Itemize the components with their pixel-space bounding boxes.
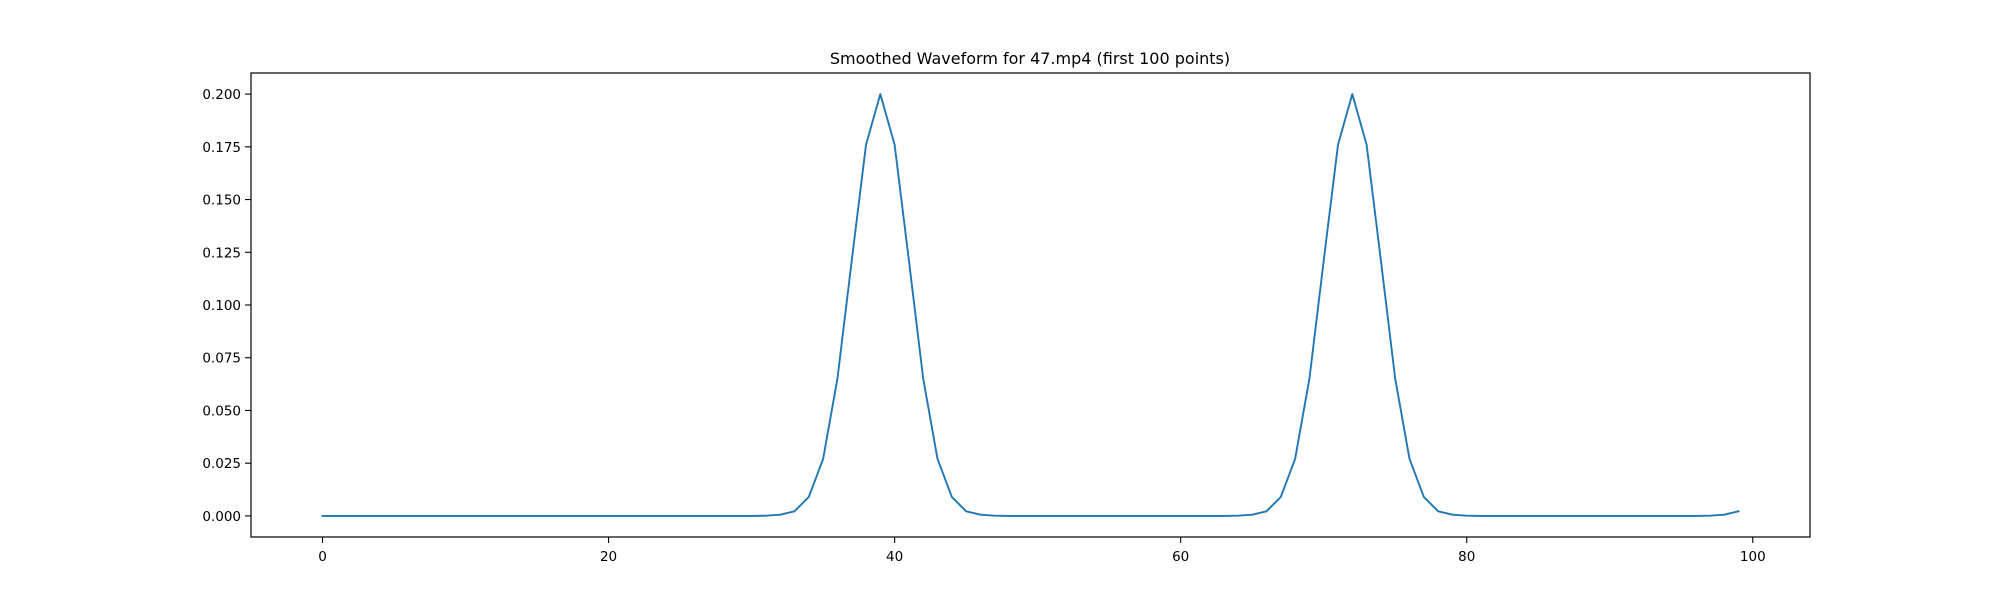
x-tick-label: 0 [318,549,327,565]
plot-area [321,93,1740,517]
y-tick-label: 0.175 [202,140,241,156]
x-axis: 0 20 40 60 80 100 [318,537,1766,565]
x-tick-label: 80 [1458,549,1475,565]
chart-title: Smoothed Waveform for 47.mp4 (first 100 … [830,49,1230,68]
y-axis: 0.000 0.025 0.050 0.075 0.100 0.125 0.150 0.175… [202,87,251,525]
y-tick-label: 0.050 [202,403,241,419]
y-tick-label: 0.150 [202,193,241,209]
plot-frame [250,72,1811,538]
y-tick-label: 0.025 [202,456,241,472]
x-tick-label: 60 [1172,549,1189,565]
x-tick-label: 100 [1740,549,1766,565]
y-tick-label: 0.125 [202,245,241,261]
y-tick-label: 0.200 [202,87,241,103]
x-tick-label: 40 [886,549,903,565]
y-tick-label: 0.075 [202,351,241,367]
y-tick-label: 0.100 [202,298,241,314]
series-line [321,93,1740,517]
y-tick-label: 0.000 [202,509,241,525]
x-tick-label: 20 [600,549,617,565]
